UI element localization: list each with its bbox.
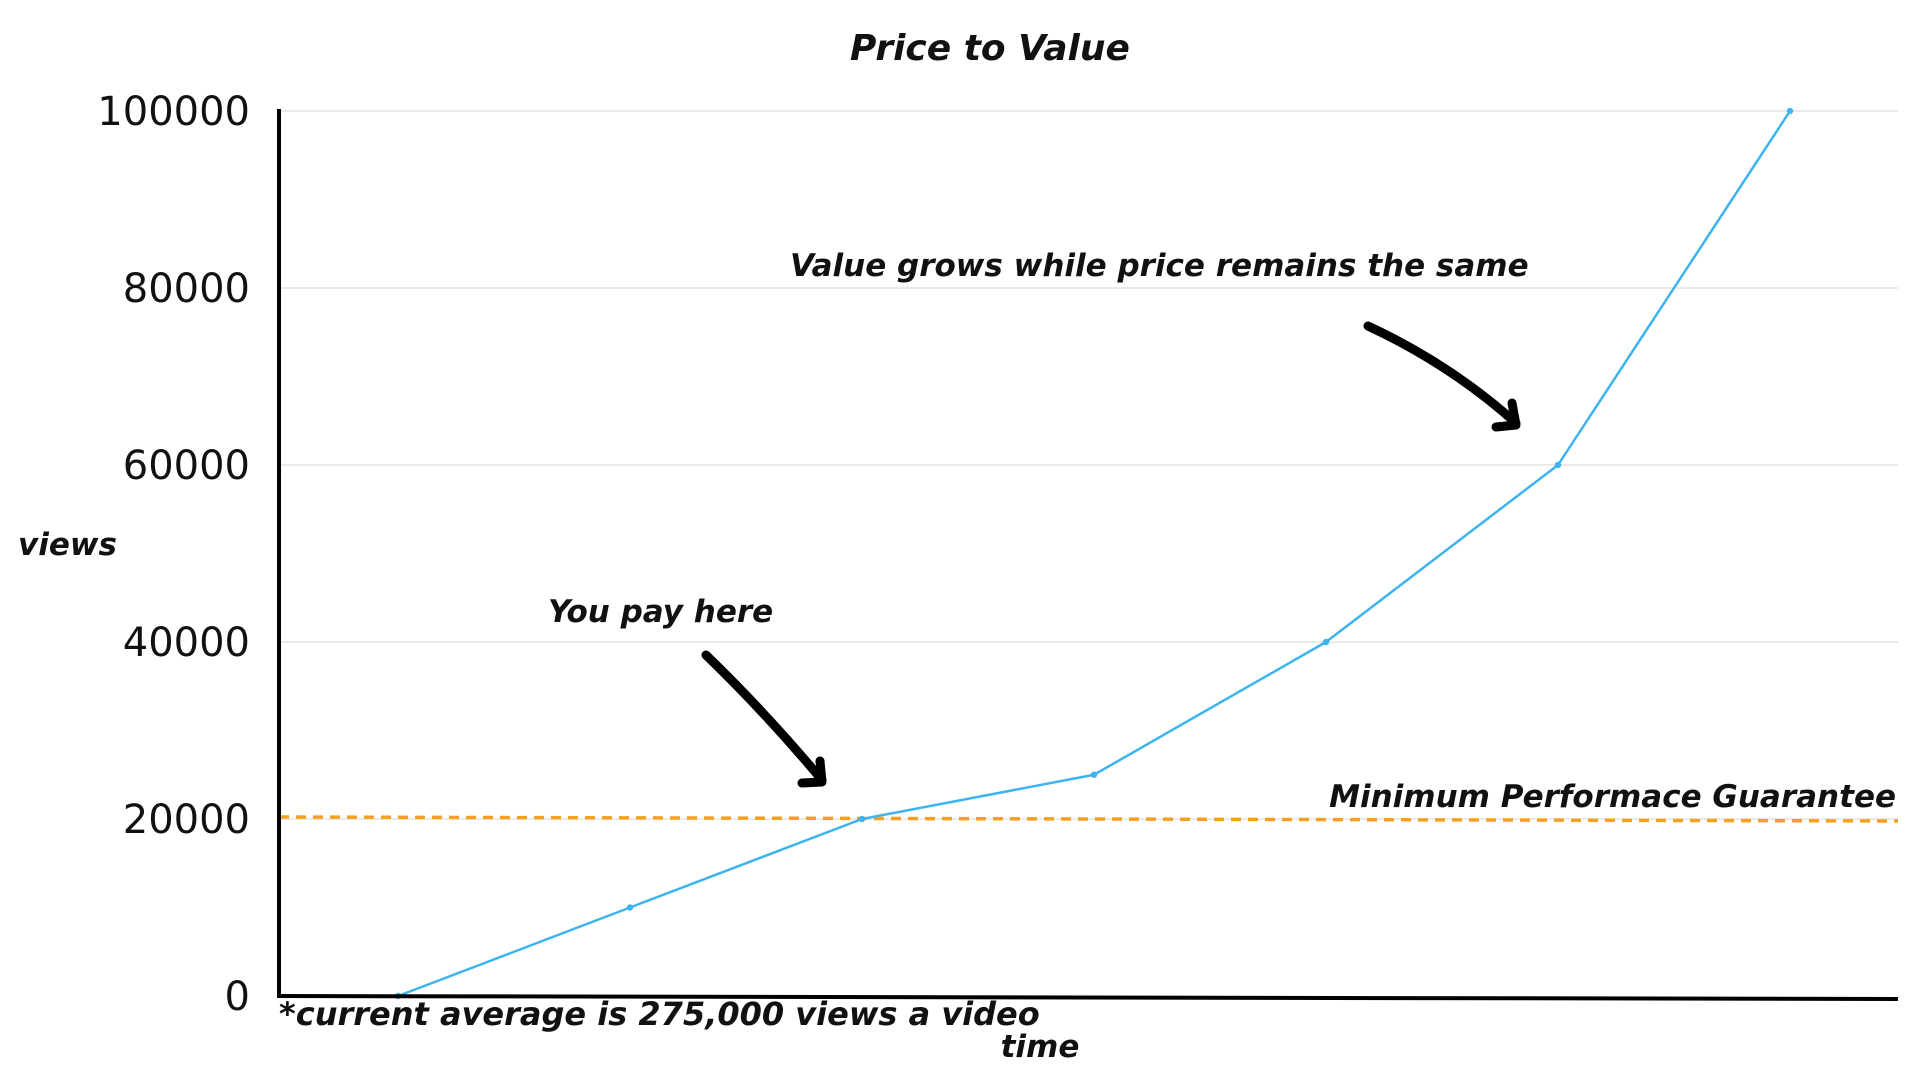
data-point <box>626 904 634 911</box>
annotation-you-pay-here: You pay here <box>548 594 773 630</box>
axes <box>276 109 1899 1001</box>
x-axis-line <box>276 994 1899 1001</box>
y-axis-title: views <box>18 527 117 563</box>
data-point <box>1322 638 1330 646</box>
y-tick-label: 60000 <box>123 443 250 489</box>
y-tick-label: 20000 <box>123 797 250 843</box>
data-point <box>1554 461 1562 469</box>
arrow-you-pay-here-icon <box>701 650 827 788</box>
arrow-value-grows-icon <box>1363 321 1521 432</box>
footnote: *current average is 275,000 views a vide… <box>279 995 1040 1033</box>
series-layer <box>394 107 1794 1000</box>
y-tick-label: 40000 <box>123 620 250 666</box>
x-axis-title: time <box>1001 1029 1080 1065</box>
y-tick-label: 0 <box>225 974 250 1020</box>
series-line <box>397 110 1792 998</box>
minimum-guarantee-label: Minimum Performace Guarantee <box>1329 779 1896 815</box>
data-point <box>1090 771 1098 778</box>
y-tick-label: 100000 <box>97 89 250 135</box>
chart-title: Price to Value <box>850 28 1130 69</box>
gridlines <box>279 110 1898 820</box>
y-tick-labels: 0 20000 40000 60000 80000 100000 <box>97 89 250 1020</box>
data-point <box>858 815 866 823</box>
guarantee-layer: Minimum Performace Guarantee <box>278 779 1899 823</box>
y-tick-label: 80000 <box>123 266 250 312</box>
data-point <box>1786 107 1794 115</box>
annotation-value-grows: Value grows while price remains the same <box>790 248 1529 284</box>
minimum-guarantee-line <box>278 815 1899 823</box>
